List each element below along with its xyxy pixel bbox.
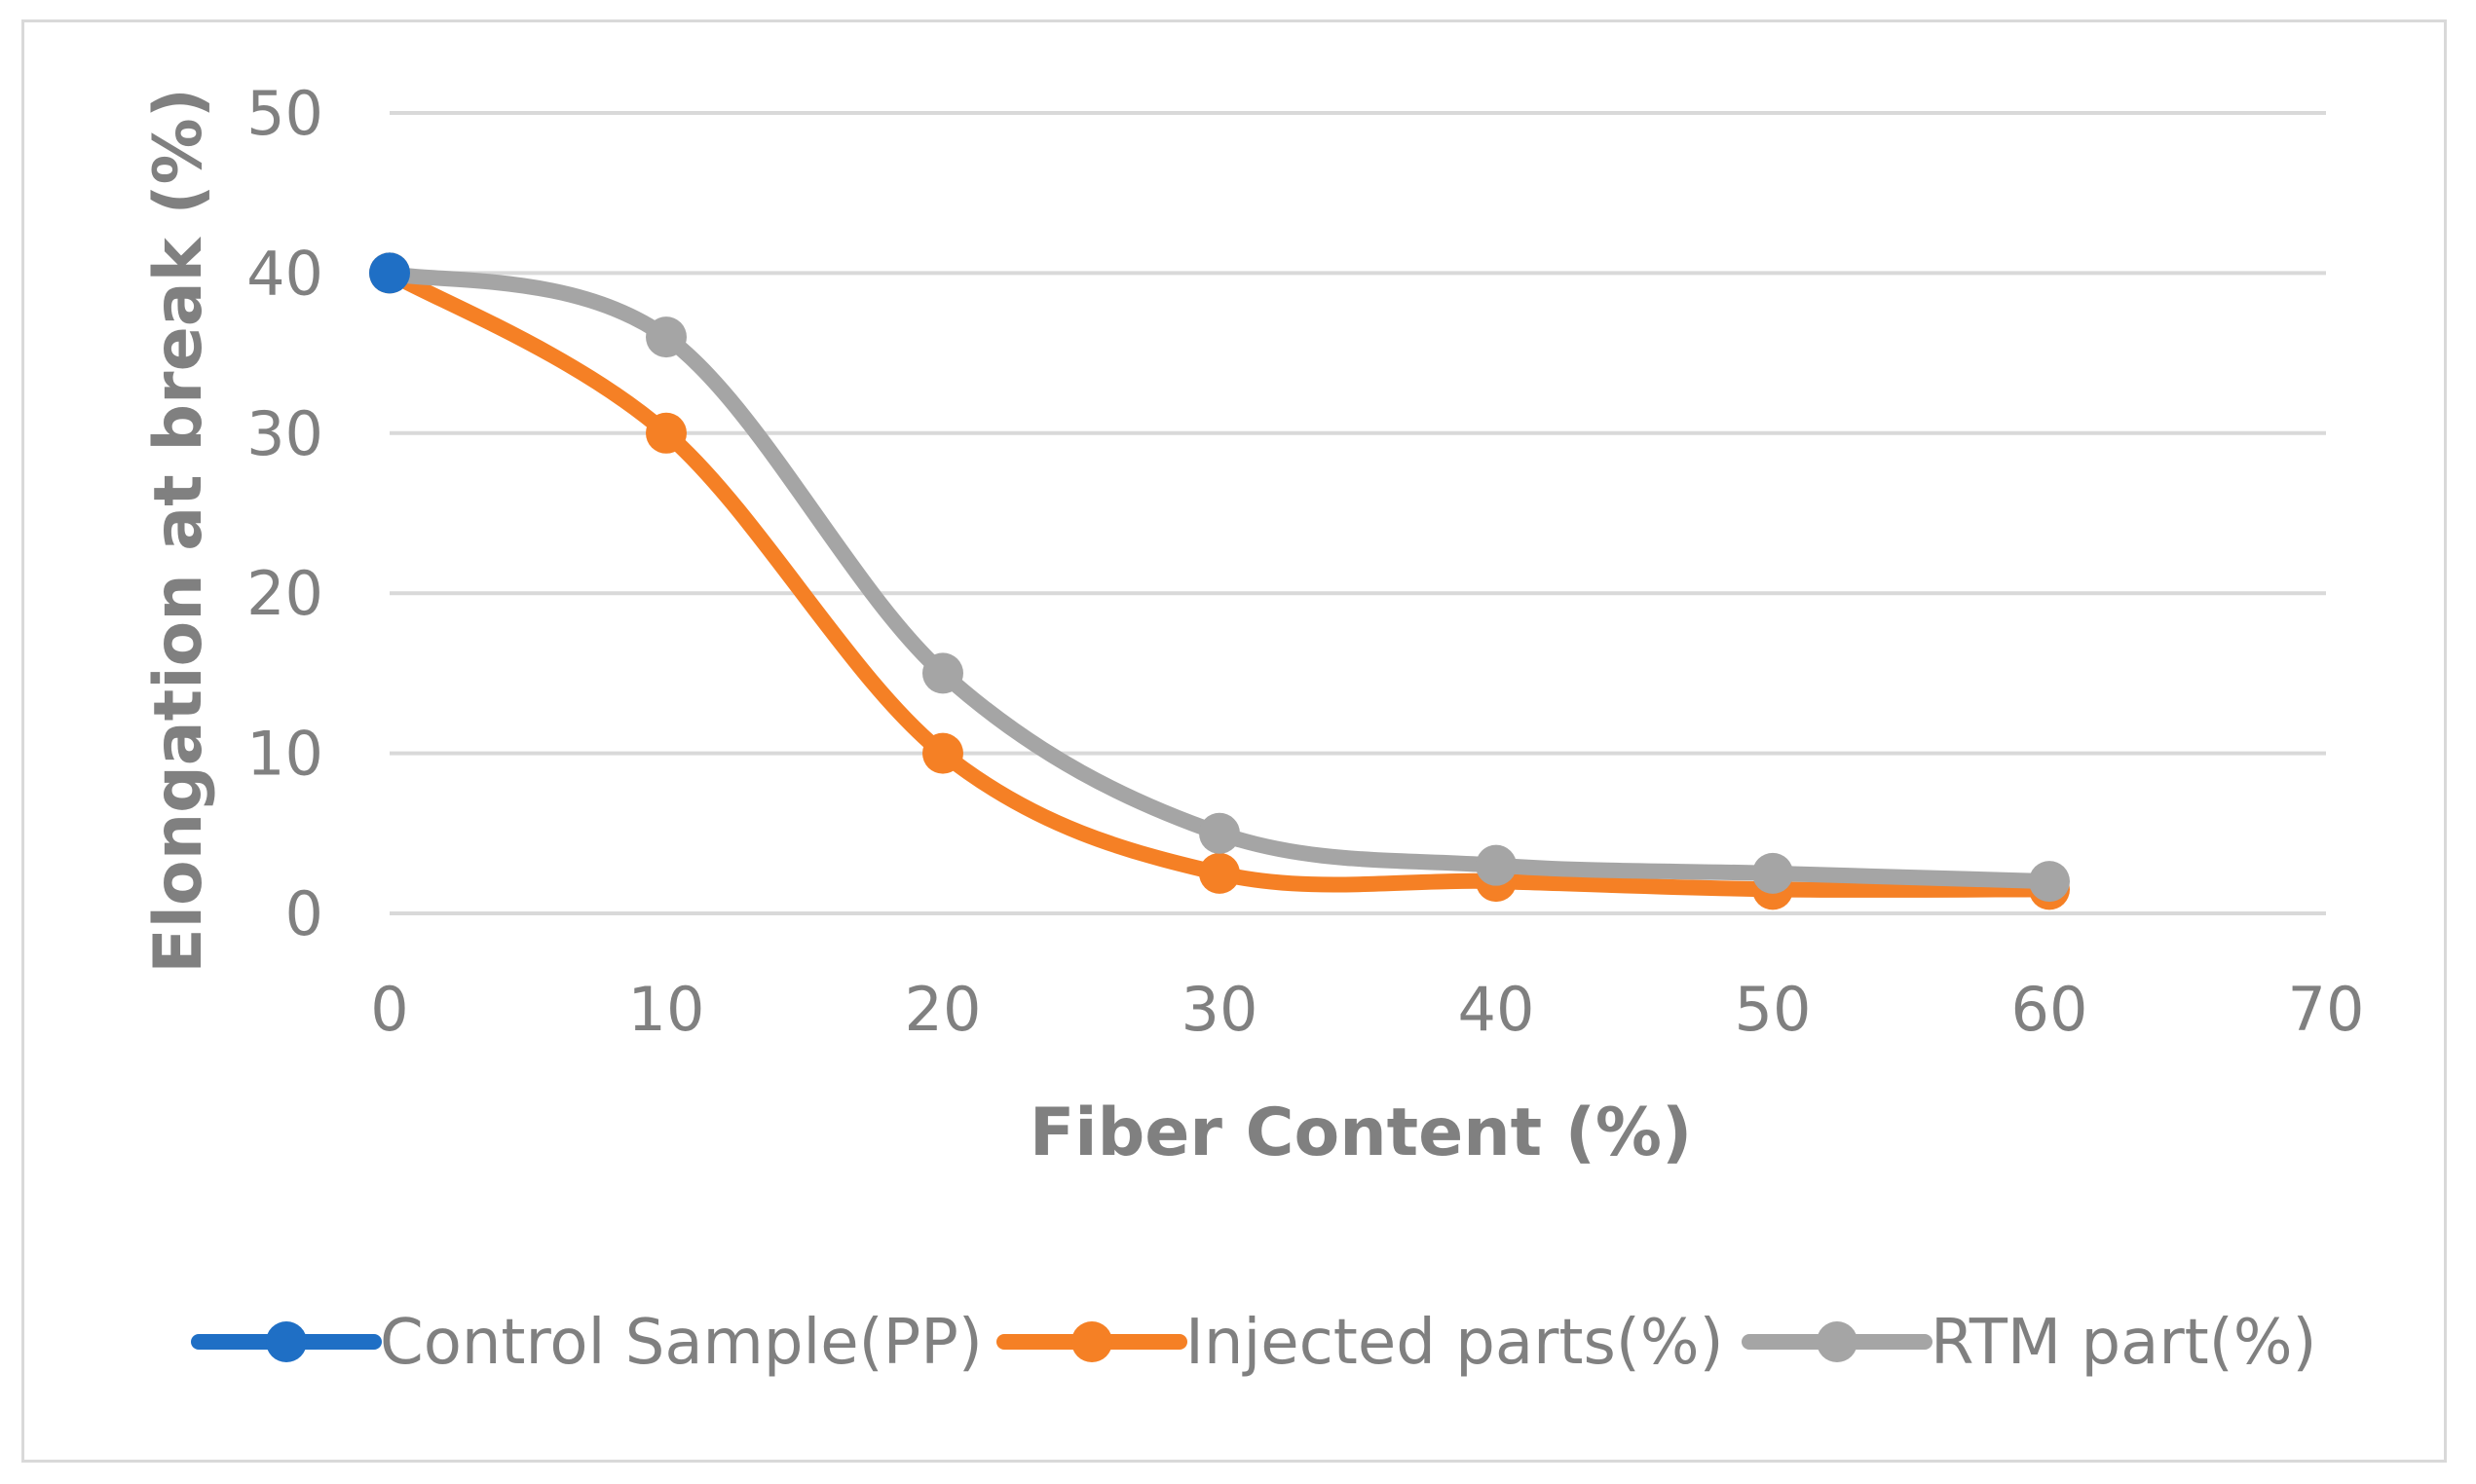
y-tick-label-10: 10 [246, 719, 323, 790]
legend-marker-rtm-part [1817, 1321, 1857, 1362]
chart-frame [21, 19, 2447, 1463]
legend-marker-control-sample-pp [266, 1321, 307, 1362]
legend: Control Sample(PP) Injected parts(%) RTM p… [191, 1307, 2316, 1379]
series-injected-parts [369, 252, 2070, 910]
y-tick-label-40: 40 [246, 238, 323, 309]
y-tick-label-0: 0 [285, 878, 323, 949]
series [369, 252, 2070, 910]
legend-label-control-sample-pp: Control Sample(PP) [380, 1307, 983, 1379]
x-axis-title: Fiber Content (%) [1030, 1094, 1692, 1171]
data-point-rtm-part-50 [1752, 852, 1793, 894]
x-tick-label-50: 50 [1735, 974, 1812, 1045]
data-point-rtm-part-40 [1476, 844, 1517, 886]
x-tick-label-70: 70 [2288, 974, 2365, 1045]
legend-item-injected-parts: Injected parts(%) [996, 1307, 1724, 1379]
y-tick-label-20: 20 [246, 558, 323, 629]
x-tick-label-30: 30 [1182, 974, 1258, 1045]
series-line-rtm-part [382, 265, 2057, 890]
data-point-rtm-part-60 [2029, 861, 2070, 903]
y-axis-ticks: 0 10 20 30 40 50 [246, 78, 323, 949]
series-rtm-part [369, 252, 2070, 903]
data-point-rtm-part-10 [646, 316, 687, 358]
data-point-control-sample-pp-0 [369, 252, 410, 294]
x-tick-label-0: 0 [370, 974, 408, 1045]
x-tick-label-20: 20 [905, 974, 982, 1045]
data-point-injected-parts-30 [1199, 852, 1240, 894]
legend-label-injected-parts: Injected parts(%) [1185, 1307, 1724, 1379]
legend-label-rtm-part: RTM part(%) [1931, 1307, 2316, 1379]
series-line-injected-parts [382, 265, 2057, 898]
data-point-injected-parts-10 [646, 412, 687, 454]
legend-item-control-sample-pp: Control Sample(PP) [191, 1307, 983, 1379]
y-tick-label-30: 30 [246, 398, 323, 469]
gridlines [390, 111, 2326, 915]
data-point-rtm-part-30 [1199, 812, 1240, 854]
x-tick-label-40: 40 [1458, 974, 1535, 1045]
data-point-rtm-part-20 [922, 652, 963, 694]
legend-item-rtm-part: RTM part(%) [1742, 1307, 2316, 1379]
x-axis-ticks: 0 10 20 30 40 50 60 70 [370, 974, 2364, 1045]
data-point-injected-parts-20 [922, 732, 963, 774]
x-tick-label-10: 10 [628, 974, 705, 1045]
x-tick-label-60: 60 [2011, 974, 2088, 1045]
y-tick-label-50: 50 [246, 78, 323, 149]
y-axis-title: Elongation at break (%) [140, 88, 217, 974]
legend-marker-injected-parts [1071, 1321, 1112, 1362]
series-control-sample-pp [369, 252, 410, 294]
